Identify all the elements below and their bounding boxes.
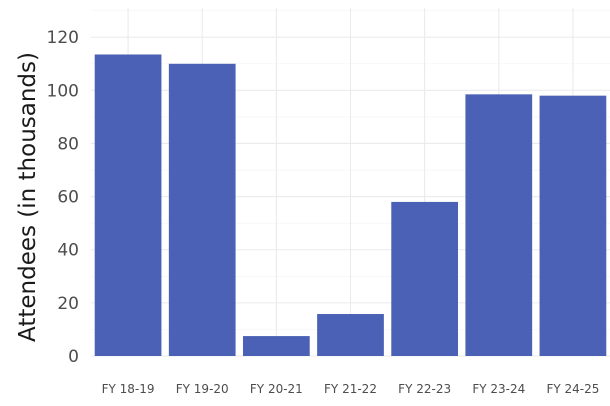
x-tick-label: FY 22-23 [398, 382, 451, 396]
x-tick-label: FY 21-22 [324, 382, 377, 396]
y-tick-label: 20 [57, 294, 79, 314]
x-tick-label: FY 23-24 [472, 382, 525, 396]
bar-fy-22-23 [391, 201, 459, 356]
bar-fy-23-24 [465, 94, 533, 356]
bar-fy-18-19 [94, 54, 162, 356]
bar-fy-21-22 [317, 314, 384, 356]
x-tick-label: FY 24-25 [546, 382, 599, 396]
bar-fy-24-25 [539, 95, 607, 356]
x-tick-label: FY 20-21 [250, 382, 303, 396]
bars [94, 54, 607, 357]
y-axis-ticks: 0 20 40 60 80 100 120 [47, 28, 79, 367]
y-tick-label: 100 [47, 81, 79, 101]
y-tick-label: 80 [57, 134, 79, 154]
y-tick-label: 0 [68, 347, 79, 367]
y-tick-label: 40 [57, 241, 79, 261]
bar-fy-19-20 [168, 63, 236, 357]
x-tick-label: FY 19-20 [176, 382, 229, 396]
bar-fy-20-21 [242, 336, 310, 356]
y-tick-label: 60 [57, 188, 79, 208]
y-tick-label: 120 [47, 28, 79, 48]
x-tick-label: FY 18-19 [102, 382, 155, 396]
y-axis-title: Attendees (in thousands) [15, 52, 41, 342]
x-axis-ticks: FY 18-19 FY 19-20 FY 20-21 FY 21-22 FY 22-23… [102, 382, 600, 396]
